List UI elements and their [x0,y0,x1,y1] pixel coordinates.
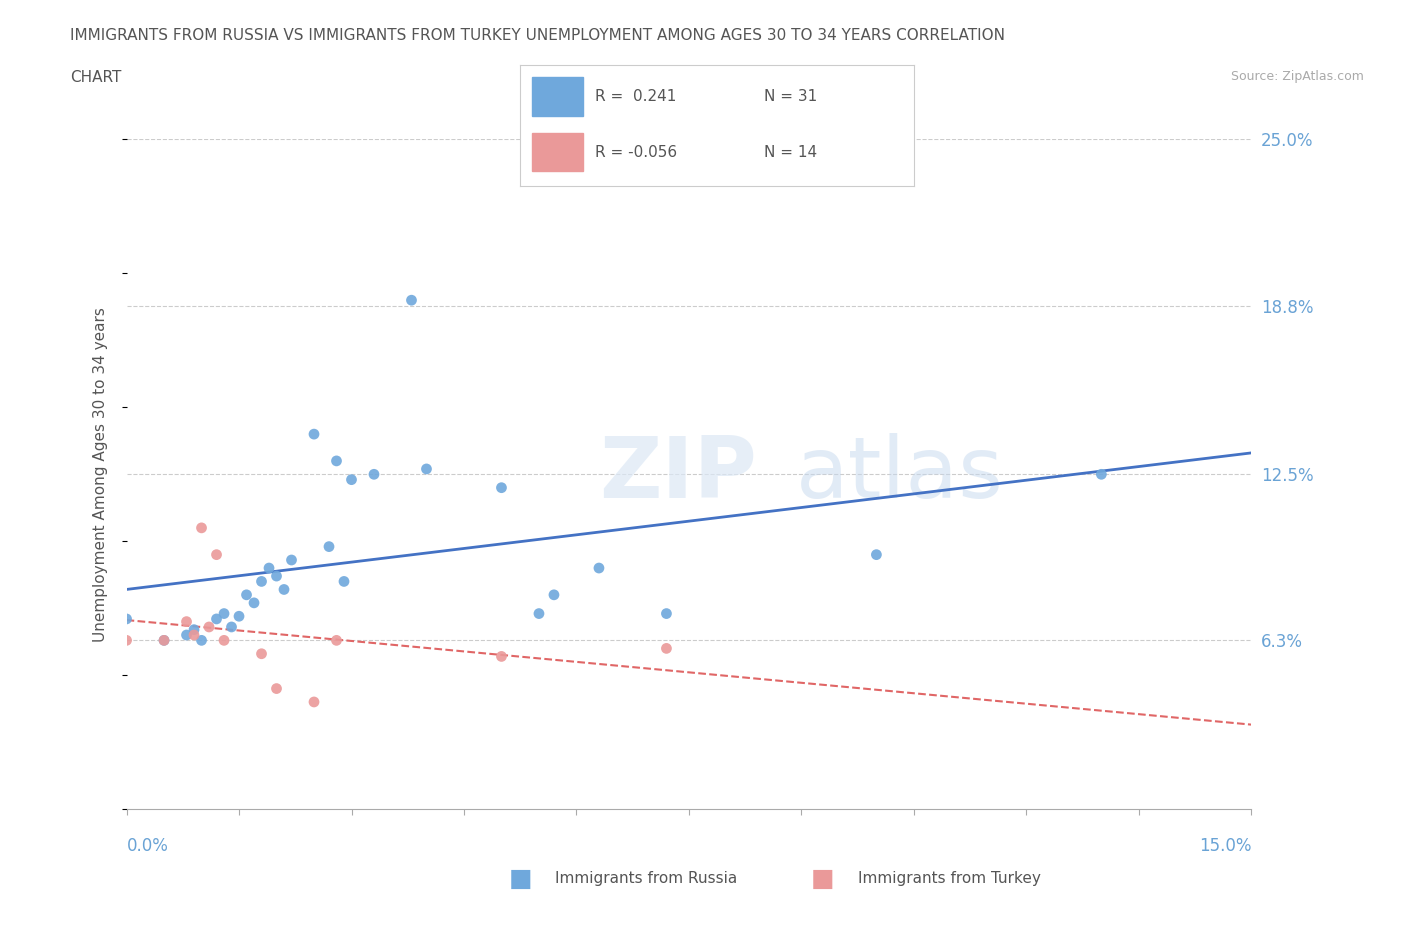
Point [302,695,325,710]
Point [266,681,288,696]
Point [228,609,250,624]
Point [198,619,221,634]
Point [153,633,176,648]
Point [491,649,513,664]
Text: 0.0%: 0.0% [127,837,169,855]
Point [176,614,198,629]
Text: Source: ZipAtlas.com: Source: ZipAtlas.com [1230,70,1364,83]
Text: Immigrants from Russia: Immigrants from Russia [555,871,738,886]
Point [543,588,565,603]
Point [655,606,678,621]
Point [865,547,887,562]
Point [257,561,280,576]
Point [1090,467,1112,482]
Text: atlas: atlas [796,432,1004,516]
Point [183,628,205,643]
Point [190,633,212,648]
Bar [531,133,583,171]
Text: R =  0.241: R = 0.241 [595,89,676,104]
Point [212,633,235,648]
Point [363,467,385,482]
Point [266,568,288,583]
Text: ZIP: ZIP [599,432,756,516]
Point [655,641,678,656]
Point [325,633,347,648]
Point [183,622,205,637]
Point [205,612,228,627]
Point [250,646,273,661]
Point [588,561,610,576]
Point [302,427,325,442]
Point [250,574,273,589]
Text: ■: ■ [811,867,834,891]
Point [243,595,266,610]
Text: IMMIGRANTS FROM RUSSIA VS IMMIGRANTS FROM TURKEY UNEMPLOYMENT AMONG AGES 30 TO 3: IMMIGRANTS FROM RUSSIA VS IMMIGRANTS FRO… [70,28,1005,43]
Point [491,480,513,495]
Point [221,619,243,634]
Point [415,461,437,476]
Bar [531,77,583,116]
Point [527,606,550,621]
Point [235,588,257,603]
Point [340,472,363,487]
Text: Immigrants from Turkey: Immigrants from Turkey [858,871,1040,886]
Text: 15.0%: 15.0% [1199,837,1251,855]
Point [273,582,295,597]
Point [115,612,138,627]
Y-axis label: Unemployment Among Ages 30 to 34 years: Unemployment Among Ages 30 to 34 years [93,307,108,642]
Point [212,606,235,621]
Text: R = -0.056: R = -0.056 [595,145,678,160]
Point [280,552,302,567]
Text: ■: ■ [509,867,531,891]
Point [205,547,228,562]
Point [176,628,198,643]
Point [325,454,347,469]
Point [333,574,356,589]
Text: N = 14: N = 14 [765,145,817,160]
Text: CHART: CHART [70,70,122,85]
Point [318,539,340,554]
Point [115,633,138,648]
Text: N = 31: N = 31 [765,89,817,104]
Point [153,633,176,648]
Point [190,521,212,536]
Point [401,293,423,308]
